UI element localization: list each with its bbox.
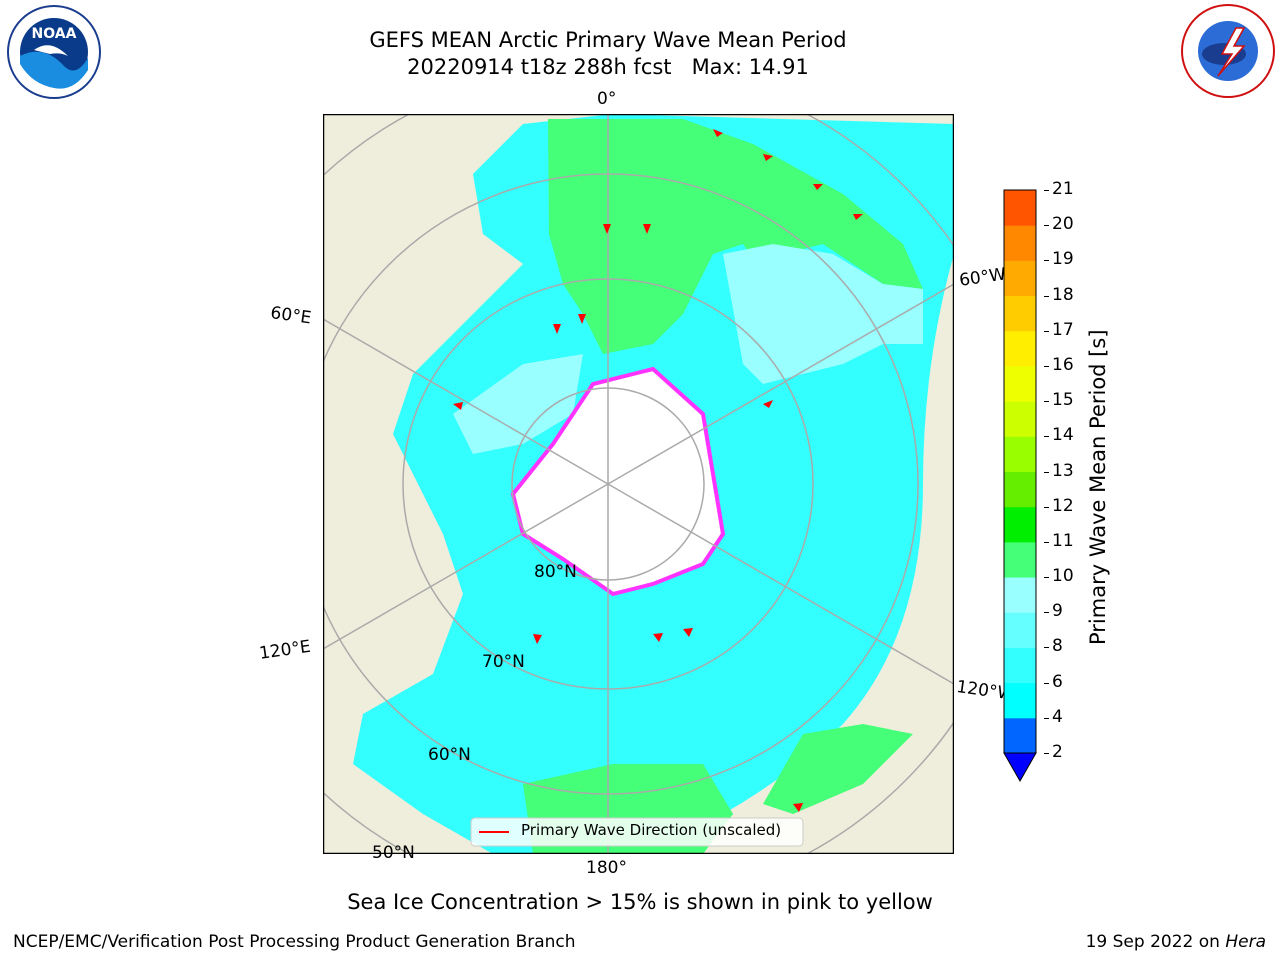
colorbar-tick-mark [1044, 682, 1049, 684]
colorbar-segment [1004, 612, 1036, 648]
colorbar-tick-label: 2 [1052, 742, 1063, 762]
colorbar-tick-label: 4 [1052, 706, 1063, 727]
colorbar-tick-label: 9 [1052, 601, 1063, 622]
colorbar-segment [1004, 682, 1036, 719]
colorbar-tick-mark [1044, 753, 1049, 754]
colorbar-segment [1004, 506, 1036, 543]
colorbar-segment [1004, 647, 1036, 684]
noaa-logo: NOAA [4, 4, 104, 100]
colorbar-tick-label: 15 [1052, 390, 1074, 411]
footer-right: 19 Sep 2022 on Hera [1086, 932, 1266, 952]
colorbar-segment [1004, 471, 1036, 508]
colorbar-tick-label: 17 [1052, 319, 1074, 340]
lat-label-60n: 60°N [428, 745, 471, 765]
colorbar-segment [1004, 365, 1036, 402]
colorbar-segment [1004, 225, 1036, 261]
colorbar [1000, 186, 1040, 786]
colorbar-tick-mark [1044, 365, 1049, 367]
colorbar-segment [1004, 436, 1036, 472]
colorbar-tick-mark [1044, 330, 1049, 332]
colorbar-ticks: 2 4 6 8 9 10 11 12 13 14 15 16 17 18 19 20 21 [1044, 0, 1084, 960]
colorbar-segment [1004, 541, 1036, 578]
wave-direction-arrows [453, 129, 863, 812]
colorbar-tick-mark [1044, 647, 1049, 649]
longitude-grid [323, 114, 954, 854]
colorbar-segment [1004, 577, 1036, 613]
colorbar-tick-label: 12 [1052, 495, 1074, 516]
atlantic-light-band [723, 244, 923, 384]
colorbar-tick-mark [1044, 506, 1049, 508]
colorbar-extend-triangle [1003, 752, 1037, 783]
colorbar-tick-mark [1044, 717, 1049, 719]
colorbar-tick-label: 20 [1052, 214, 1074, 235]
lon-label-180: 180° [586, 858, 627, 878]
sea-ice-note: Sea Ice Concentration > 15% is shown in … [347, 890, 933, 914]
colorbar-tick-mark [1044, 295, 1049, 297]
lat-label-50n: 50°N [372, 843, 415, 863]
colorbar-tick-label: 11 [1052, 530, 1074, 551]
colorbar-tick-label: 14 [1052, 425, 1074, 446]
colorbar-tick-label: 10 [1052, 566, 1074, 587]
colorbar-tick-label: 8 [1052, 636, 1063, 657]
atlantic-high-period [548, 119, 923, 354]
map-legend [470, 817, 804, 847]
colorbar-tick-mark [1044, 401, 1049, 403]
colorbar-segment [1004, 717, 1036, 754]
colorbar-segment [1004, 330, 1036, 367]
colorbar-tick-mark [1044, 225, 1049, 227]
colorbar-tick-mark [1044, 471, 1049, 473]
colorbar-label: Primary Wave Mean Period [s] [1086, 329, 1110, 645]
lat-label-70n: 70°N [482, 652, 525, 672]
title-line-2: 20220914 t18z 288h fcst Max: 14.91 [407, 55, 809, 79]
colorbar-segment [1004, 260, 1036, 297]
kara-light [453, 354, 583, 454]
lon-label-120e: 120°E [258, 636, 312, 664]
colorbar-tick-mark [1044, 541, 1049, 543]
colorbar-tick-mark [1044, 260, 1049, 262]
colorbar-tick-mark [1044, 436, 1049, 438]
colorbar-tick-label: 19 [1052, 249, 1074, 270]
footer-date: 19 Sep 2022 on [1085, 932, 1226, 952]
footer-host: Hera [1225, 932, 1266, 952]
pacific-high-period [763, 724, 913, 814]
colorbar-tick-label: 16 [1052, 354, 1074, 375]
colorbar-segment [1004, 295, 1036, 332]
colorbar-tick-mark [1044, 190, 1049, 191]
colorbar-segment [1004, 190, 1036, 226]
title-line-1: GEFS MEAN Arctic Primary Wave Mean Perio… [369, 28, 847, 52]
map-legend-label: Primary Wave Direction (unscaled) [521, 821, 782, 839]
lon-label-0: 0° [597, 89, 617, 109]
colorbar-tick-label: 13 [1052, 460, 1074, 481]
national-weather-service-logo [1178, 2, 1278, 100]
lon-label-60e: 60°E [269, 303, 313, 329]
colorbar-tick-label: 21 [1052, 179, 1074, 199]
colorbar-segment [1004, 401, 1036, 437]
colorbar-tick-mark [1044, 577, 1049, 579]
colorbar-tick-mark [1044, 612, 1049, 614]
noaa-logo-text: NOAA [32, 26, 77, 42]
colorbar-tick-label: 18 [1052, 284, 1074, 305]
polar-map: Primary Wave Direction (unscaled) [323, 114, 954, 854]
footer-left: NCEP/EMC/Verification Post Processing Pr… [13, 932, 576, 952]
colorbar-tick-label: 6 [1052, 671, 1063, 692]
lat-label-80n: 80°N [534, 562, 577, 582]
